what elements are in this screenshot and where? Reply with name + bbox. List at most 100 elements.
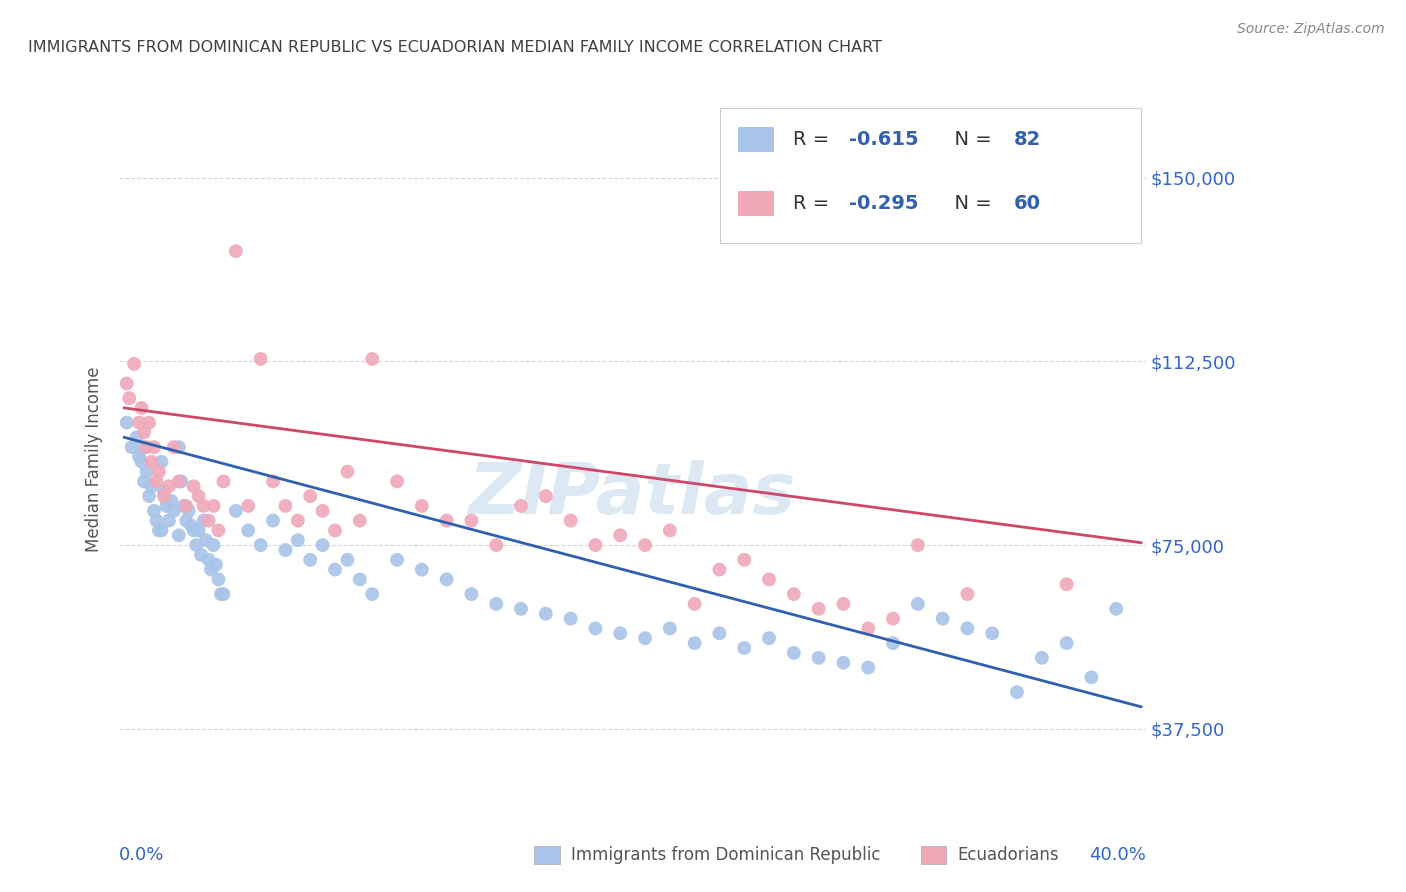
Text: N =: N = bbox=[942, 194, 998, 213]
Text: ZIPatlas: ZIPatlas bbox=[470, 460, 796, 529]
Point bbox=[858, 621, 880, 635]
Point bbox=[132, 425, 155, 440]
Point bbox=[609, 626, 631, 640]
Point bbox=[183, 524, 205, 538]
Text: 40.0%: 40.0% bbox=[1090, 846, 1146, 863]
Point bbox=[135, 465, 157, 479]
Point bbox=[709, 626, 731, 640]
Text: -0.615: -0.615 bbox=[849, 130, 920, 149]
Point bbox=[132, 440, 155, 454]
Point bbox=[202, 499, 225, 513]
Point bbox=[411, 499, 433, 513]
Text: 0.0%: 0.0% bbox=[120, 846, 165, 863]
Point bbox=[783, 646, 806, 660]
Point bbox=[141, 479, 163, 493]
Point bbox=[807, 602, 830, 616]
Point bbox=[907, 538, 929, 552]
Point bbox=[131, 401, 153, 415]
Point bbox=[323, 563, 346, 577]
Point bbox=[583, 538, 606, 552]
Point bbox=[197, 553, 219, 567]
Point bbox=[485, 597, 508, 611]
Point bbox=[174, 514, 197, 528]
Point bbox=[150, 455, 173, 469]
Point bbox=[148, 524, 170, 538]
Point bbox=[1105, 602, 1128, 616]
Point bbox=[163, 504, 186, 518]
Point bbox=[145, 475, 167, 489]
Point bbox=[121, 440, 143, 454]
Point bbox=[170, 475, 193, 489]
Point bbox=[274, 499, 297, 513]
Point bbox=[180, 518, 202, 533]
Bar bbox=[738, 191, 775, 216]
Point bbox=[311, 538, 333, 552]
Point bbox=[174, 499, 197, 513]
Point bbox=[212, 587, 235, 601]
Point bbox=[634, 631, 657, 645]
Point bbox=[160, 494, 183, 508]
Point bbox=[956, 587, 979, 601]
Point bbox=[1056, 577, 1078, 591]
Point bbox=[118, 391, 141, 405]
Point bbox=[436, 573, 458, 587]
Point bbox=[510, 499, 533, 513]
Point bbox=[153, 489, 176, 503]
FancyBboxPatch shape bbox=[720, 108, 1140, 243]
Point bbox=[167, 528, 190, 542]
Point bbox=[262, 514, 284, 528]
Point bbox=[460, 587, 482, 601]
Point bbox=[436, 514, 458, 528]
Point bbox=[510, 602, 533, 616]
Point bbox=[190, 548, 212, 562]
Point bbox=[361, 351, 384, 366]
Point bbox=[385, 475, 408, 489]
Point bbox=[583, 621, 606, 635]
Point bbox=[534, 489, 557, 503]
Point bbox=[209, 587, 232, 601]
Point bbox=[173, 499, 195, 513]
Point bbox=[361, 587, 384, 601]
Point bbox=[733, 553, 755, 567]
Point bbox=[249, 351, 271, 366]
Point bbox=[311, 504, 333, 518]
Point bbox=[205, 558, 228, 572]
Point bbox=[131, 455, 153, 469]
Point bbox=[336, 465, 359, 479]
Point bbox=[197, 514, 219, 528]
Point bbox=[193, 514, 215, 528]
Point bbox=[225, 504, 247, 518]
Point bbox=[177, 504, 200, 518]
Point bbox=[225, 244, 247, 259]
Point bbox=[115, 416, 138, 430]
Point bbox=[132, 475, 155, 489]
Point bbox=[858, 660, 880, 674]
Point bbox=[238, 499, 260, 513]
Point bbox=[758, 573, 780, 587]
Point bbox=[807, 650, 830, 665]
Point bbox=[249, 538, 271, 552]
Point bbox=[956, 621, 979, 635]
Point bbox=[287, 514, 309, 528]
Point bbox=[143, 504, 166, 518]
Point bbox=[411, 563, 433, 577]
Point bbox=[658, 524, 681, 538]
Point bbox=[202, 538, 225, 552]
Point bbox=[195, 533, 218, 548]
Text: N =: N = bbox=[942, 130, 998, 149]
Point bbox=[135, 440, 157, 454]
Text: Ecuadorians: Ecuadorians bbox=[957, 846, 1059, 863]
Point bbox=[163, 440, 186, 454]
Point bbox=[200, 563, 222, 577]
Text: 60: 60 bbox=[1014, 194, 1040, 213]
Text: R =: R = bbox=[793, 194, 835, 213]
Point bbox=[882, 636, 904, 650]
Point bbox=[157, 479, 180, 493]
Point bbox=[238, 524, 260, 538]
Point bbox=[658, 621, 681, 635]
Point bbox=[186, 538, 208, 552]
Point bbox=[187, 524, 209, 538]
Point bbox=[534, 607, 557, 621]
Point bbox=[128, 416, 150, 430]
Point bbox=[128, 450, 150, 464]
